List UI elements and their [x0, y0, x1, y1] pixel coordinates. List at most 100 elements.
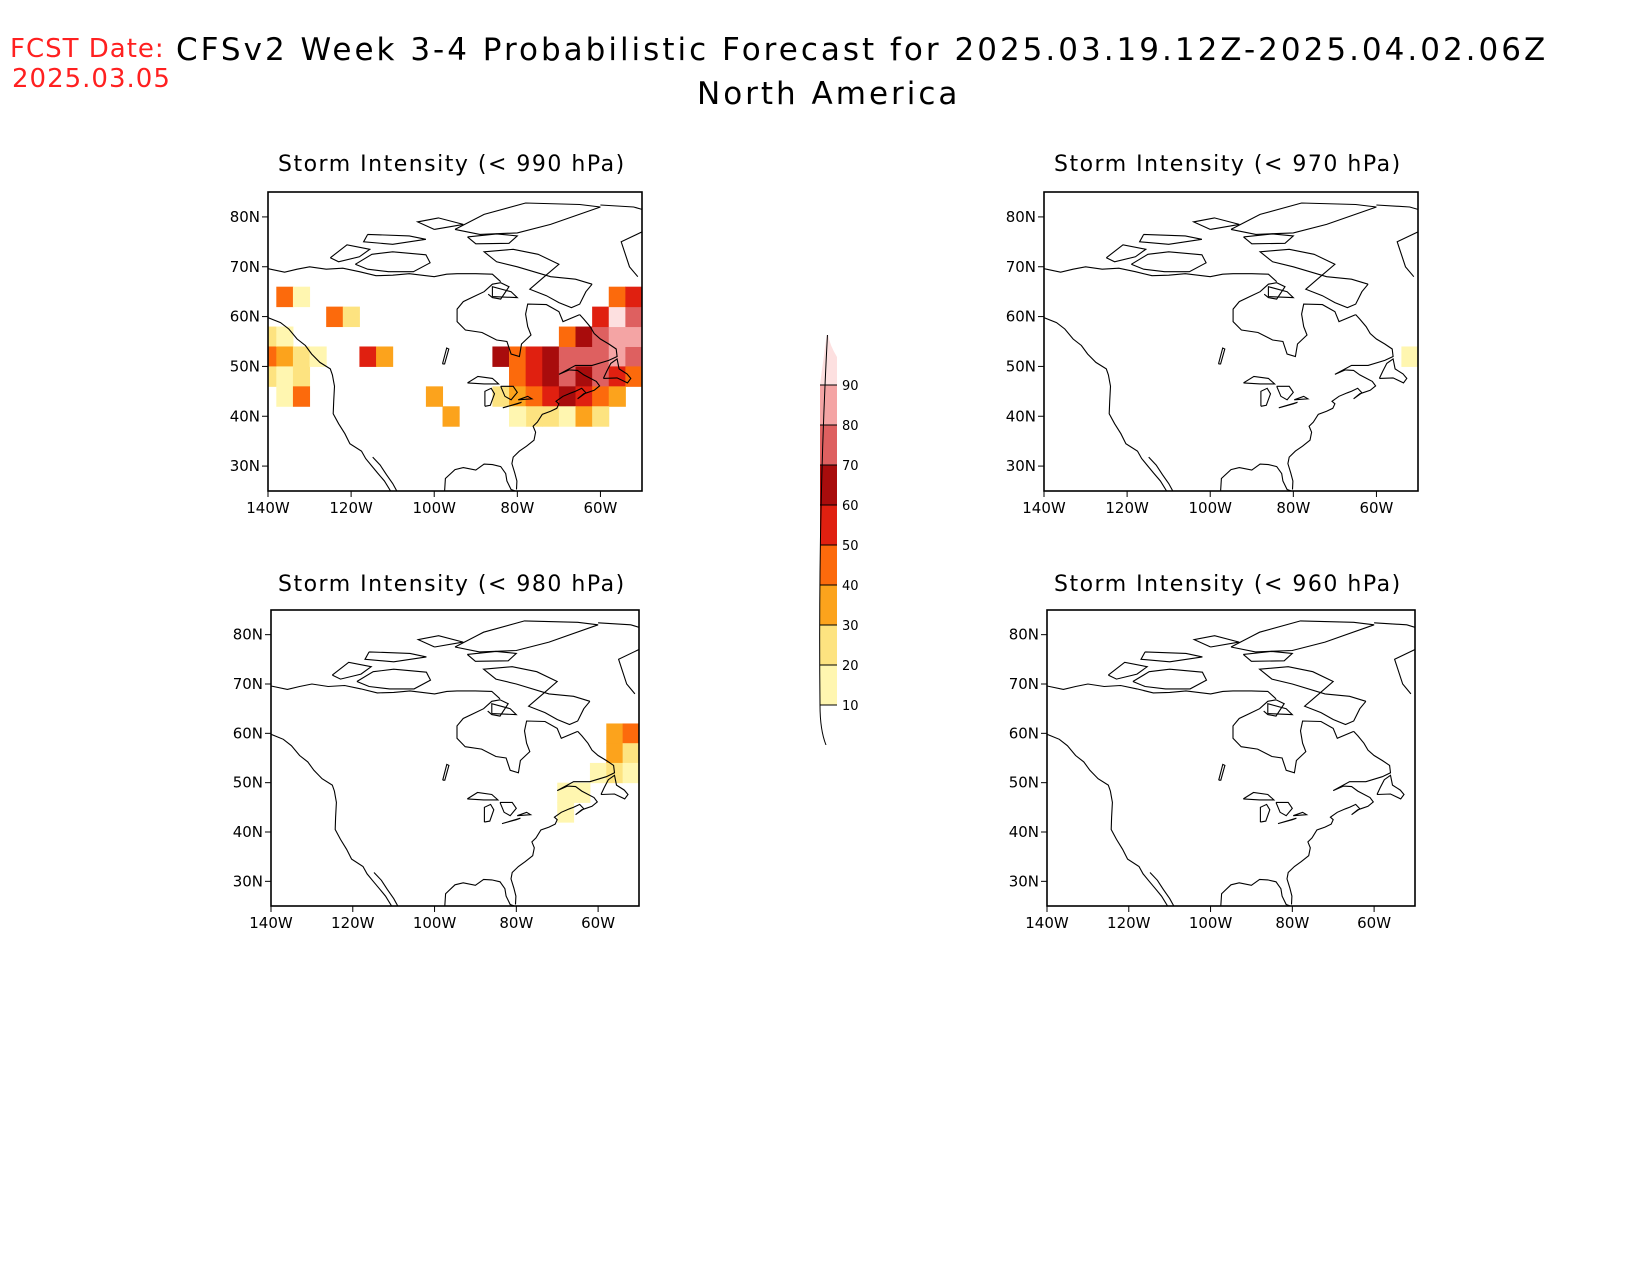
map-panel-960: 80N 70N 60N 50N 40N 30N 140W 120W 100W 80W 60W: [1009, 609, 1416, 932]
coastline: [1044, 317, 1168, 491]
coastline: [1243, 375, 1277, 385]
coastline: [271, 733, 393, 906]
probability-cell: [342, 306, 360, 328]
probability-cell: [558, 386, 577, 407]
coastline: [444, 463, 516, 491]
coastline: [356, 668, 432, 690]
coastline: [1218, 763, 1226, 781]
coastline: [364, 651, 427, 663]
probability-cell: [268, 366, 277, 387]
probability-cell: [625, 326, 642, 347]
lon-tick-label: 100W: [1188, 499, 1232, 517]
coastline: [372, 456, 398, 491]
coastline: [1294, 395, 1310, 401]
coastline: [1277, 817, 1297, 825]
colorbar-segment: [820, 465, 837, 505]
coastline: [329, 244, 372, 263]
coastline: [1232, 282, 1356, 358]
coastline: [482, 666, 591, 726]
lon-tick-label: 80W: [500, 499, 534, 517]
lat-tick-label: 70N: [1009, 675, 1039, 693]
coastline: [620, 231, 642, 278]
probability-cell: [575, 386, 593, 407]
coastline: [484, 387, 496, 407]
coastline: [1047, 733, 1169, 906]
coastline: [501, 817, 521, 825]
coastline: [466, 650, 518, 662]
coastline: [331, 661, 373, 680]
lat-tick-label: 30N: [230, 457, 260, 475]
coastline: [1278, 401, 1298, 409]
lat-tick-label: 30N: [233, 872, 263, 890]
colorbar-level-label: 20: [842, 659, 859, 674]
lon-tick-label: 60W: [583, 499, 617, 517]
probability-cell: [525, 366, 543, 387]
coastline: [483, 803, 495, 823]
coastline: [1258, 248, 1369, 309]
coastline: [1376, 774, 1405, 800]
coastline: [1243, 233, 1295, 245]
lon-tick-label: 140W: [1022, 499, 1066, 517]
coastline: [491, 285, 519, 299]
lon-tick-label: 140W: [246, 499, 290, 517]
probability-cell: [606, 743, 624, 764]
probability-cell: [492, 346, 510, 367]
panel-title-990: Storm Intensity (< 990 hPa): [278, 152, 626, 177]
coastline: [1378, 357, 1408, 384]
coastline: [1260, 387, 1272, 407]
probability-cell: [592, 406, 610, 427]
lat-tick-label: 70N: [1006, 258, 1036, 276]
coastline: [355, 251, 431, 273]
coastline: [1149, 872, 1175, 906]
coastline: [600, 204, 642, 210]
lon-tick-label: 80W: [1276, 499, 1310, 517]
probability-cell: [509, 346, 527, 367]
probability-cell: [589, 762, 607, 784]
probability-cell: [542, 386, 560, 407]
coastline: [518, 395, 534, 401]
coastline: [1293, 811, 1309, 817]
lat-tick-label: 60N: [1009, 724, 1039, 742]
coastline: [598, 622, 639, 628]
coastline: [373, 872, 399, 906]
probability-cell: [625, 306, 642, 328]
coastline: [268, 317, 392, 491]
probability-cell: [606, 723, 624, 744]
probability-cell: [558, 326, 577, 347]
map-frame: [1043, 191, 1419, 492]
coastline: [1259, 803, 1271, 823]
colorbar-level-label: 80: [842, 419, 859, 434]
probability-cell: [575, 406, 593, 427]
coastline: [600, 774, 629, 800]
fcst-date-value: 2025.03.05: [12, 64, 171, 94]
probability-cell: [1401, 346, 1418, 367]
probability-cell: [608, 366, 626, 387]
colorbar-graphic: 10 20 30 40 50 60 70 80 90: [819, 324, 859, 746]
fcst-date-label: FCST Date:: [10, 34, 165, 64]
probability-cell: [525, 346, 543, 367]
coastline: [502, 401, 522, 409]
coastline: [491, 702, 518, 716]
lat-tick-label: 60N: [1006, 308, 1036, 326]
coastline: [268, 266, 502, 283]
colorbar-level-label: 90: [842, 379, 859, 394]
probability-cell: [326, 306, 344, 328]
map-panel-980: 80N 70N 60N 50N 40N 30N 140W 120W 100W 80W 60W: [233, 609, 640, 932]
lon-tick-label: 60W: [1357, 914, 1391, 932]
probability-cell: [625, 366, 642, 387]
coastline: [1232, 699, 1354, 774]
coastline: [1276, 385, 1294, 401]
probability-cell: [542, 406, 560, 427]
colorbar-segment: [820, 665, 837, 705]
coastline: [1132, 668, 1208, 690]
probability-cell: [509, 366, 527, 387]
map-frame: [270, 609, 640, 907]
map-svg: 80N 70N 60N 50N 40N 30N 140W 120W 100W 80W 60W: [230, 191, 643, 517]
coastline: [499, 801, 517, 817]
lat-tick-label: 40N: [233, 823, 263, 841]
probability-cell: [622, 723, 639, 744]
colorbar-segment: [820, 325, 837, 385]
map-panel-990: 80N 70N 60N 50N 40N 30N 140W 120W 100W 80W 60W: [230, 191, 643, 517]
probability-cell: [558, 406, 577, 427]
probability-cell: [509, 406, 527, 427]
